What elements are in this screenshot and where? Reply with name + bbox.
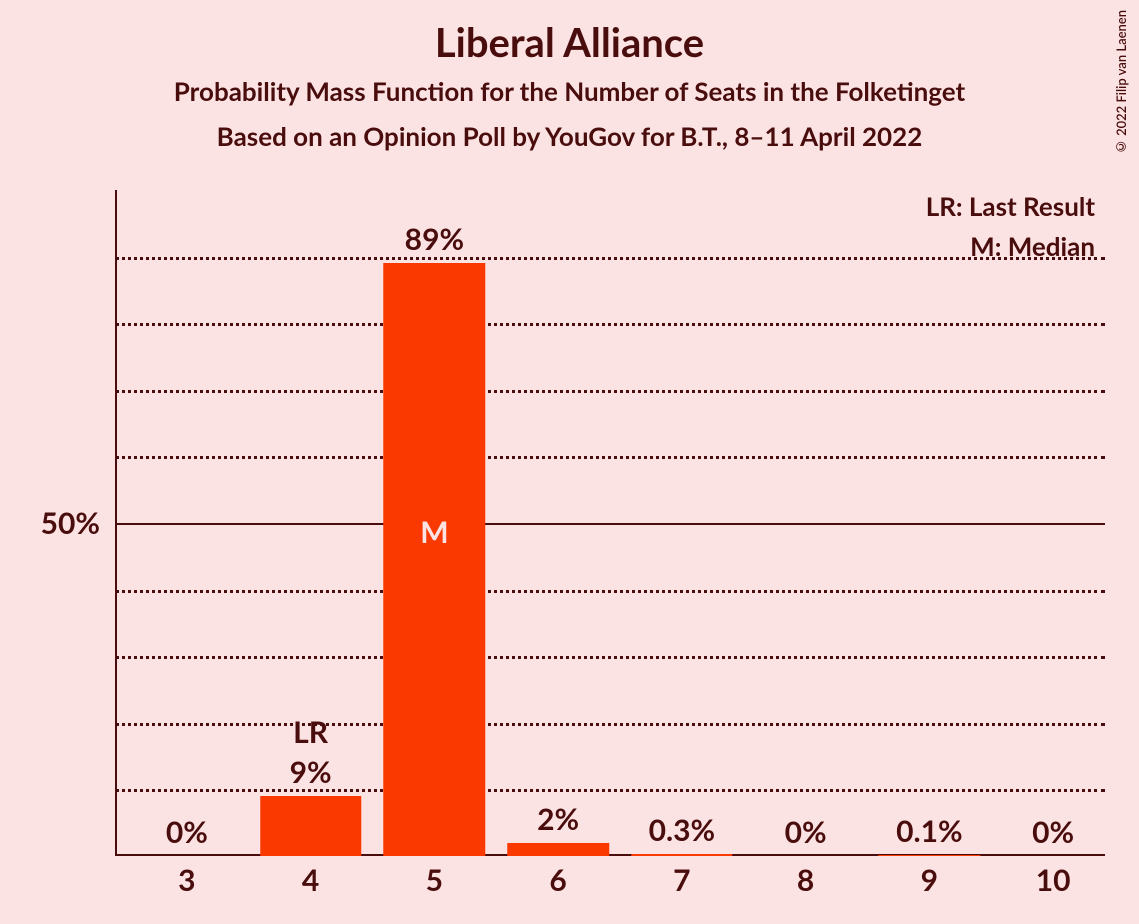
y-axis-label-50: 50% xyxy=(0,505,100,541)
x-tick-label: 9 xyxy=(921,862,938,898)
bar-value-label: 9% xyxy=(290,754,332,790)
bar-slot: 0.1%9 xyxy=(868,190,992,856)
bar xyxy=(879,855,980,856)
bar-value-label: 0.1% xyxy=(896,813,963,849)
x-tick-label: 7 xyxy=(673,862,690,898)
chart-plot-area: 0%39%LR489%M52%60.3%70%80.1%90%10 LR: La… xyxy=(115,190,1115,856)
bar-value-label: 0% xyxy=(166,814,208,850)
bar-annotation: LR xyxy=(293,714,328,750)
bar xyxy=(631,854,732,856)
x-tick-label: 4 xyxy=(302,862,319,898)
x-tick-label: 10 xyxy=(1036,862,1071,898)
chart-subtitle-1: Probability Mass Function for the Number… xyxy=(0,75,1139,107)
chart-title: Liberal Alliance xyxy=(0,18,1139,66)
bar-value-label: 0% xyxy=(1032,814,1074,850)
bar-slot: 2%6 xyxy=(496,190,620,856)
chart-subtitle-2: Based on an Opinion Poll by YouGov for B… xyxy=(0,120,1139,152)
bar xyxy=(260,796,361,856)
bar-value-label: 2% xyxy=(537,801,579,837)
bar-slot: 89%M5 xyxy=(373,190,497,856)
legend-median: M: Median xyxy=(970,230,1095,262)
bar-value-label: 0.3% xyxy=(649,812,716,848)
bar-slot: 0%3 xyxy=(125,190,249,856)
bar-slot: 0.3%7 xyxy=(620,190,744,856)
bar-value-label: 0% xyxy=(785,814,827,850)
x-tick-label: 6 xyxy=(549,862,566,898)
x-tick-label: 3 xyxy=(178,862,195,898)
x-tick-label: 5 xyxy=(426,862,443,898)
bar xyxy=(384,263,485,856)
legend-last-result: LR: Last Result xyxy=(926,190,1095,222)
bar xyxy=(507,843,608,856)
bar-slot: 9%LR4 xyxy=(249,190,373,856)
bar-slot: 0%10 xyxy=(991,190,1115,856)
chart-page: © 2022 Filip van Laenen Liberal Alliance… xyxy=(0,0,1139,924)
bar-value-label: 89% xyxy=(405,221,464,257)
x-tick-label: 8 xyxy=(797,862,814,898)
bar-slot: 0%8 xyxy=(744,190,868,856)
bars-container: 0%39%LR489%M52%60.3%70%80.1%90%10 xyxy=(125,190,1115,856)
median-label: M xyxy=(420,514,448,550)
